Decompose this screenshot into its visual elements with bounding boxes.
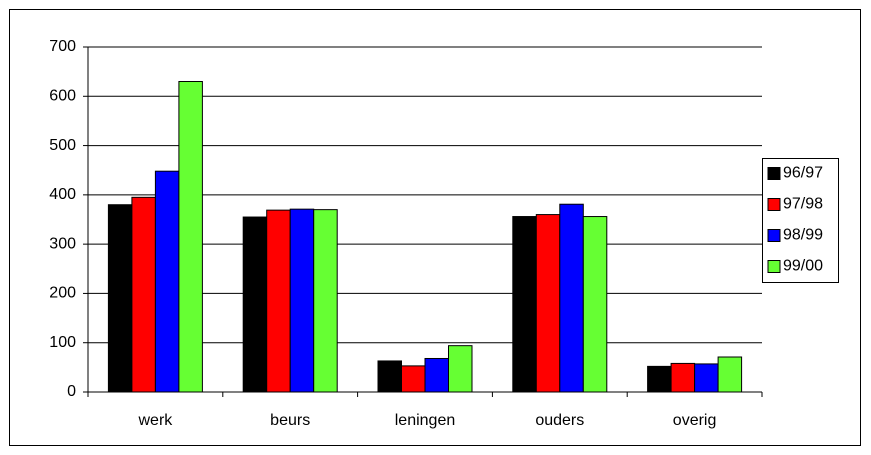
- legend-swatch: [767, 198, 781, 211]
- y-tick-label: 700: [49, 38, 76, 55]
- x-tick-label: leningen: [395, 412, 456, 429]
- y-tick-label: 200: [49, 285, 76, 302]
- legend-swatch: [767, 260, 781, 273]
- bar: [647, 365, 672, 393]
- bar: [154, 170, 180, 393]
- bar: [377, 360, 402, 393]
- bar: [107, 204, 133, 393]
- bar: [313, 209, 338, 393]
- y-tick-label: 600: [49, 88, 76, 105]
- bar: [694, 363, 719, 393]
- bar: [242, 216, 268, 393]
- y-tick-label: 400: [49, 186, 76, 203]
- legend-swatch: [767, 229, 781, 242]
- bar: [448, 345, 473, 393]
- y-tick-label: 100: [49, 334, 76, 351]
- legend-swatch: [767, 167, 781, 180]
- x-tick-label: beurs: [270, 412, 310, 429]
- bar: [266, 209, 291, 393]
- x-tick-label: werk: [138, 412, 174, 429]
- bar: [401, 365, 426, 393]
- bar: [582, 216, 608, 393]
- y-tick-label: 300: [49, 235, 76, 252]
- bar: [424, 357, 449, 393]
- bar: [559, 203, 584, 393]
- y-tick-label: 500: [49, 137, 76, 154]
- bar: [670, 362, 696, 393]
- legend-label: 96/97: [783, 165, 823, 182]
- x-tick-label: overig: [673, 412, 717, 429]
- bar: [512, 216, 537, 393]
- legend-label: 99/00: [783, 258, 823, 275]
- bar: [535, 214, 561, 393]
- x-tick-label: ouders: [535, 412, 584, 429]
- legend-label: 97/98: [783, 196, 823, 213]
- y-tick-label: 0: [67, 383, 76, 400]
- bar: [178, 81, 203, 393]
- legend-label: 98/99: [783, 227, 823, 244]
- bar: [717, 356, 743, 393]
- bar: [131, 196, 156, 393]
- bar: [289, 208, 315, 393]
